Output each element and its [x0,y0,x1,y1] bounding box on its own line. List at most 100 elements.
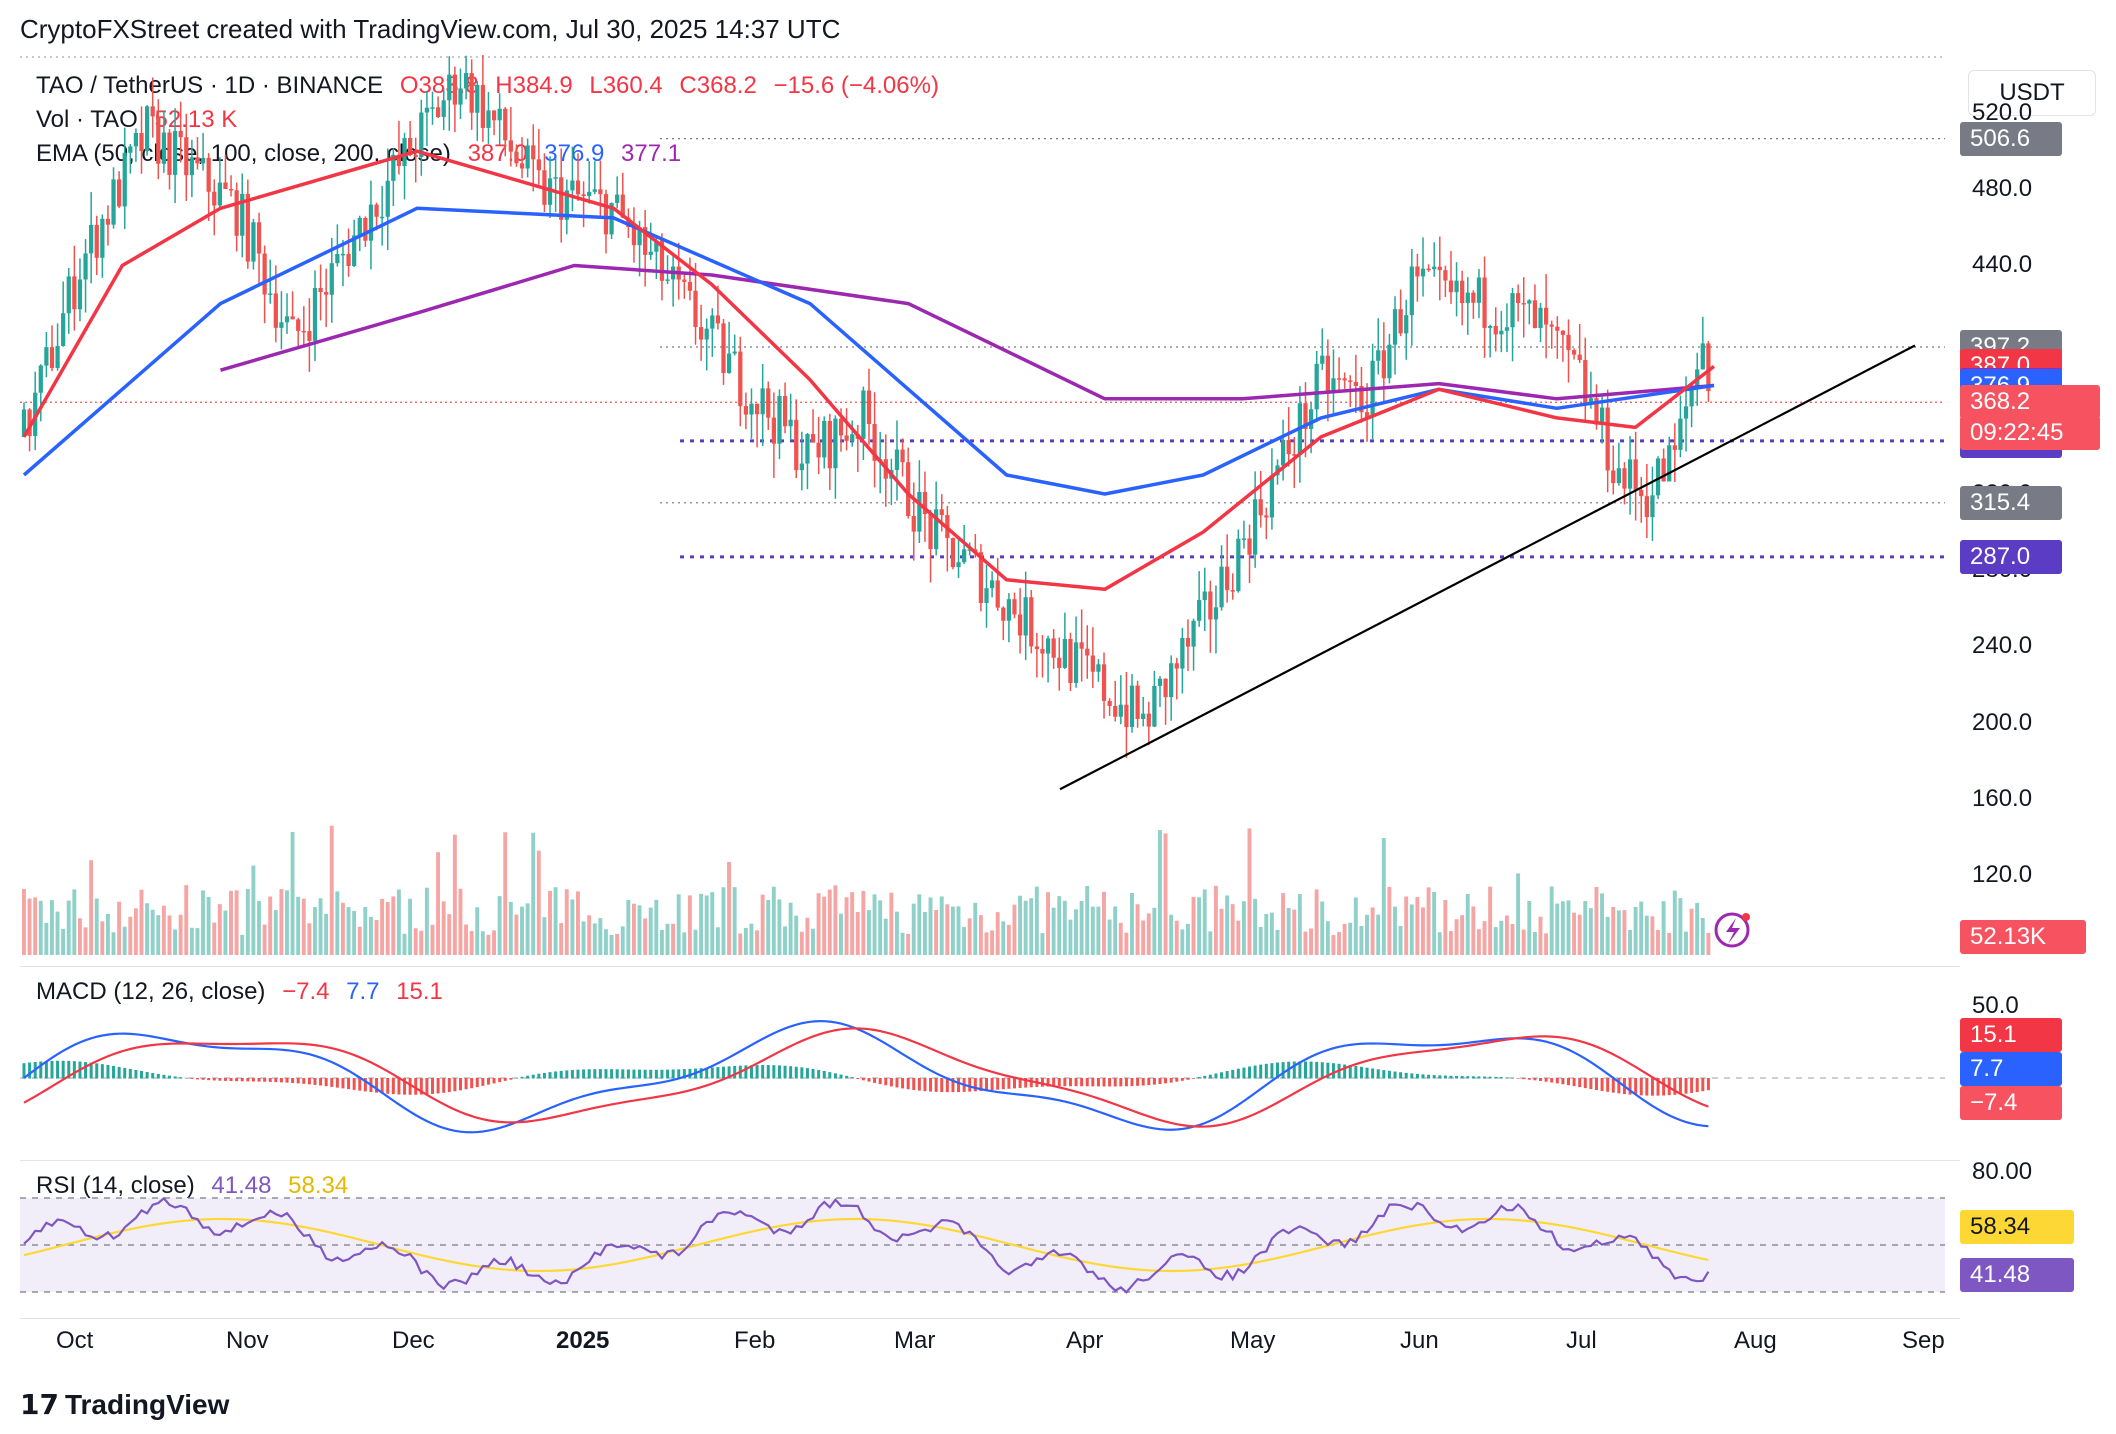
candle-body [575,180,581,195]
currency-button[interactable]: USDT [1968,70,2096,116]
macd-histogram-bar [1561,1078,1565,1085]
volume-bar [285,890,289,955]
volume-bar [1560,901,1565,955]
rsi-axis[interactable]: 80.00 58.34 41.48 [1958,1158,2098,1310]
volume-bar [240,934,245,955]
rsi-chart[interactable] [20,1160,1960,1310]
macd-axis[interactable]: 50.0 15.1 7.7 −7.4 [1958,966,2098,1152]
volume-bar [469,931,474,955]
volume-bar [1465,893,1470,955]
candle-body [1331,378,1336,393]
candle-body [1672,445,1677,450]
macd-histogram-bar [470,1078,474,1089]
macd-histogram-bar [1236,1068,1240,1079]
macd-histogram-bar [117,1066,121,1079]
macd-histogram-bar [1393,1071,1397,1079]
volume-bar [1337,932,1341,955]
volume-bar [732,887,737,955]
price-axis[interactable]: 520.0480.0440.0400.0360.0320.0280.0240.0… [1958,55,2100,960]
price-chart[interactable] [20,55,1960,960]
volume-bar [816,893,821,955]
macd-chart[interactable] [20,966,1960,1152]
macd-histogram-bar [1371,1068,1375,1079]
volume-bar [352,910,357,955]
candle-body [771,417,776,444]
candle-body [156,116,161,164]
candle-body [1482,277,1487,328]
volume-bar [917,894,922,955]
macd-histogram-bar [1399,1072,1403,1079]
symbol-name[interactable]: TAO / TetherUS · 1D · BINANCE [36,72,384,99]
macd-histogram-bar [223,1078,227,1081]
candle-body [570,180,575,191]
macd-histogram-bar [95,1063,99,1079]
macd-histogram-bar [1600,1078,1604,1091]
macd-histogram-bar [1096,1078,1100,1087]
volume-bar [643,918,648,955]
macd-histogram-bar [1421,1074,1425,1079]
volume-bar [721,887,726,955]
candle-body [1174,663,1179,669]
macd-histogram-bar [145,1071,149,1079]
macd-histogram-bar [1527,1078,1531,1080]
volume-bar [89,860,94,955]
volume-bar [1639,901,1644,955]
volume-bar [962,926,967,955]
volume-bar [217,904,222,955]
candle-body [917,491,922,532]
time-axis[interactable]: Oct Nov Dec 2025 Feb Mar Apr May Jun Jul Aug Sep [20,1318,1960,1359]
volume-bar [1706,932,1711,955]
volume-bar [934,910,939,955]
macd-tick-label: 50.0 [1972,992,2019,1019]
macd-histogram-bar [610,1069,614,1079]
macd-histogram-bar [973,1078,977,1092]
macd-histogram-bar [582,1069,586,1079]
candle-body [1325,355,1331,393]
rsi-label[interactable]: RSI (14, close) [36,1172,195,1199]
macd-histogram-bar [1466,1076,1470,1079]
candle-body [587,191,592,197]
volume-bar [1314,889,1319,955]
candle-body [430,107,435,109]
candle-body [1560,330,1566,335]
volume-bar [1303,931,1308,955]
candle-body [1387,344,1392,379]
volume-bar [301,898,306,955]
macd-histogram-bar [621,1069,625,1079]
volume-bar [1583,901,1588,955]
macd-histogram-bar [1617,1078,1621,1094]
volume-bar [374,920,379,955]
macd-histogram-bar [179,1077,183,1079]
macd-histogram-bar [380,1078,384,1094]
volume-label[interactable]: Vol · TAO [36,106,138,133]
candle-body [1258,499,1263,516]
volume-value: 52.13 K [154,106,238,133]
volume-bar [609,934,614,955]
candle-body [1683,406,1689,419]
candle-body [424,107,430,113]
candle-body [234,190,239,236]
candle-body [128,146,133,153]
candle-body [738,351,743,407]
candle-body [1678,418,1683,450]
volume-bar [978,915,983,955]
volume-bar [111,932,116,955]
macd-histogram-bar [867,1078,871,1082]
candle-body [1460,280,1465,304]
candle-body [620,194,625,218]
ema200-line [220,263,1715,401]
macd-histogram-bar [677,1069,681,1079]
candle-body [536,159,541,171]
macd-histogram-bar [1192,1078,1196,1079]
volume-bar [1090,906,1095,955]
candle-body [1706,343,1711,392]
macd-histogram-bar [873,1078,877,1083]
volume-bar [878,900,883,955]
macd-histogram-bar [414,1078,418,1095]
macd-label[interactable]: MACD (12, 26, close) [36,978,266,1005]
tradingview-logo[interactable]: 𝟭𝟳 TradingView [20,1388,229,1421]
ema100-line [22,206,1715,496]
volume-bar [1141,920,1146,955]
volume-bar [1269,912,1274,955]
candle-body [928,514,933,550]
